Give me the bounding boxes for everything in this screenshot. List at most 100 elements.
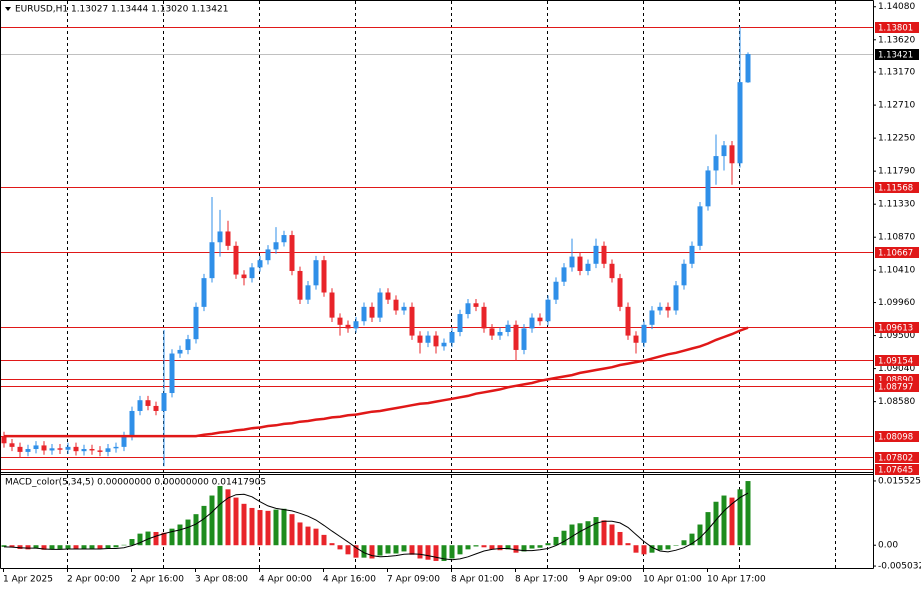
- candle-body: [577, 256, 583, 271]
- macd-bar: [193, 514, 199, 546]
- y-tick-label: 1.08580: [878, 397, 915, 407]
- candle-body: [161, 393, 167, 411]
- y-tick-label: 0.0155259: [878, 476, 921, 486]
- price-label: 1.13801: [878, 24, 913, 34]
- candle-body: [353, 321, 359, 329]
- y-tick-label: 1.10870: [878, 233, 915, 243]
- macd-bar: [713, 501, 719, 546]
- macd-bar: [33, 545, 39, 549]
- candle-body: [105, 448, 111, 452]
- candle-body: [385, 292, 391, 300]
- macd-bar: [257, 510, 263, 546]
- candle-body: [529, 317, 535, 329]
- macd-bar: [433, 545, 439, 561]
- moving-average: [4, 326, 749, 438]
- candle-body: [417, 335, 423, 343]
- candle-body: [497, 331, 503, 336]
- x-tick-label: 2 Apr 00:00: [67, 575, 120, 585]
- candle-body: [433, 335, 439, 347]
- macd-bar: [81, 545, 87, 549]
- macd-bar: [393, 545, 399, 554]
- price-label: 1.13421: [878, 51, 913, 61]
- candle-body: [401, 306, 407, 311]
- x-tick-label: 8 Apr 01:00: [451, 575, 504, 585]
- candle-body: [257, 260, 263, 268]
- macd-bar: [89, 545, 95, 549]
- macd-bar: [513, 545, 519, 553]
- x-tick-label: 1 Apr 2025: [3, 575, 53, 585]
- candle-body: [729, 145, 735, 164]
- candle-body: [177, 349, 183, 354]
- candle-body: [233, 245, 239, 275]
- macd-bar: [145, 531, 151, 546]
- macd-bar: [657, 545, 663, 551]
- macd-bar: [369, 545, 375, 559]
- price-label: 1.08890: [878, 376, 913, 386]
- x-tick-label: 10 Apr 01:00: [643, 575, 702, 585]
- candle-body: [585, 263, 591, 271]
- candle-body: [393, 299, 399, 311]
- x-tick-label: 10 Apr 17:00: [707, 575, 766, 585]
- candle-body: [713, 156, 719, 171]
- macd-bar: [553, 536, 559, 546]
- candle-body: [481, 306, 487, 329]
- macd-bar: [25, 545, 31, 550]
- macd-bar: [361, 545, 367, 558]
- macd-bar: [57, 545, 63, 549]
- candle-body: [457, 314, 463, 332]
- candle-body: [641, 324, 647, 343]
- macd-bar: [529, 545, 535, 549]
- candle-body: [17, 446, 23, 452]
- candle-body: [57, 448, 63, 450]
- y-tick-label: 1.10410: [878, 266, 915, 276]
- macd-bar: [337, 545, 343, 550]
- y-tick-label: 1.13170: [878, 68, 915, 78]
- macd-bar: [137, 533, 143, 546]
- macd-bar: [121, 544, 127, 546]
- candle-body: [505, 324, 511, 332]
- menu-triangle[interactable]: [5, 7, 11, 11]
- candle-body: [513, 324, 519, 350]
- x-tick-label: 4 Apr 16:00: [323, 575, 376, 585]
- macd-bar: [233, 497, 239, 546]
- macd-bar: [489, 545, 495, 550]
- candle-body: [249, 267, 255, 279]
- macd-bar: [457, 545, 463, 555]
- candle-body: [337, 317, 343, 325]
- candle-body: [625, 306, 631, 336]
- macd-bar: [105, 545, 111, 549]
- price-label: 1.11568: [878, 184, 913, 194]
- x-tick-label: 7 Apr 09:00: [387, 575, 440, 585]
- candle-body: [225, 231, 231, 246]
- y-tick-label: 1.13620: [878, 35, 915, 45]
- macd-bar: [209, 495, 215, 546]
- candle-body: [313, 260, 319, 286]
- price-label-box: [875, 182, 919, 193]
- candle-body: [657, 306, 663, 311]
- candle-body: [217, 231, 223, 243]
- candle-body: [281, 235, 287, 243]
- macd-bar: [689, 533, 695, 546]
- macd-bar: [593, 517, 599, 546]
- candle-body: [473, 303, 479, 307]
- candle-body: [89, 449, 95, 451]
- candle-body: [73, 446, 79, 452]
- macd-bar: [177, 524, 183, 546]
- candle-body: [305, 285, 311, 300]
- macd-bar: [289, 514, 295, 546]
- signal-line: [3, 492, 749, 561]
- candle-body: [449, 331, 455, 343]
- price-label-box: [875, 452, 919, 463]
- candle-body: [185, 339, 191, 350]
- macd-bar: [665, 545, 671, 550]
- candle-body: [409, 306, 415, 336]
- candle-body: [137, 400, 143, 411]
- candle-body: [113, 446, 119, 449]
- macd-bar: [545, 543, 551, 546]
- macd-bar: [49, 545, 55, 550]
- y-tick-label: 1.12250: [878, 134, 915, 144]
- candle-body: [441, 342, 447, 347]
- candle-body: [521, 328, 527, 350]
- macd-bar: [537, 545, 543, 548]
